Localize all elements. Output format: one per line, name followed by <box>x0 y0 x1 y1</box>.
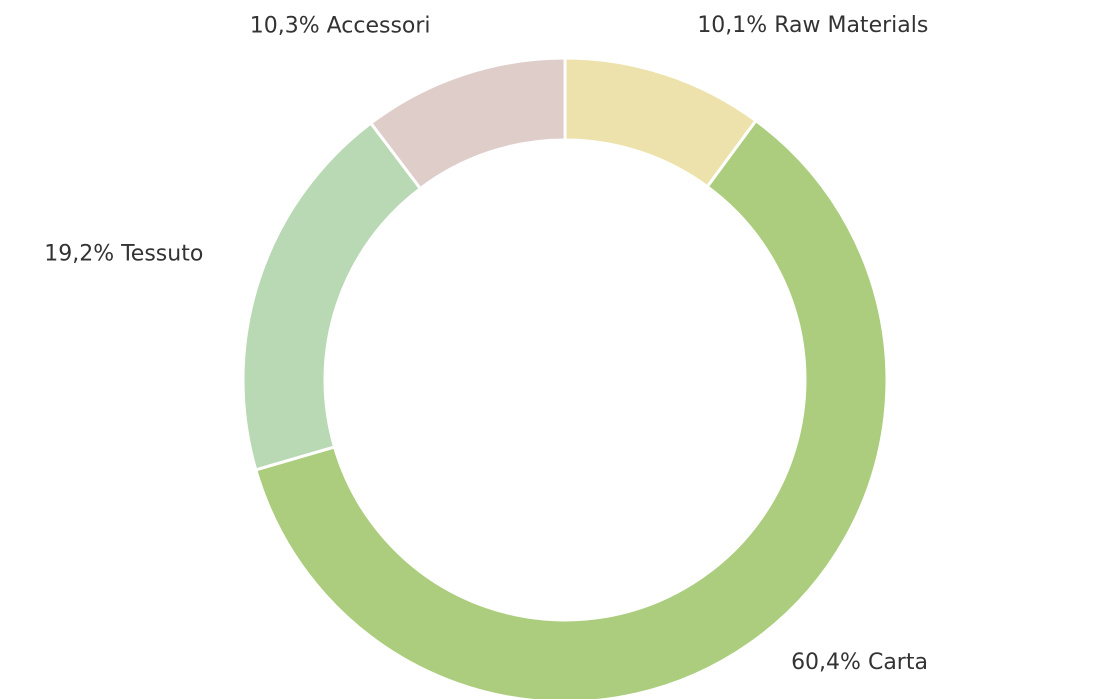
slice-category: Accessori <box>327 14 431 39</box>
slice-value-label: 60,4% <box>791 650 861 675</box>
slice-label: 10,3% Accessori <box>250 14 431 39</box>
donut-slice <box>368 56 567 191</box>
slice-category: Tessuto <box>120 242 203 267</box>
slice-category: Carta <box>868 650 928 675</box>
slice-value-label: 10,3% <box>250 14 320 39</box>
donut-slice <box>253 118 889 699</box>
slice-value-label: 10,1% <box>697 13 767 38</box>
slice-label: 19,2% Tessuto <box>44 242 203 267</box>
slice-category: Raw Materials <box>774 13 928 38</box>
slice-value-label: 19,2% <box>44 242 114 267</box>
donut-slice <box>241 121 423 472</box>
slice-label: 60,4% Carta <box>791 650 928 675</box>
slice-label: 10,1% Raw Materials <box>697 13 928 38</box>
